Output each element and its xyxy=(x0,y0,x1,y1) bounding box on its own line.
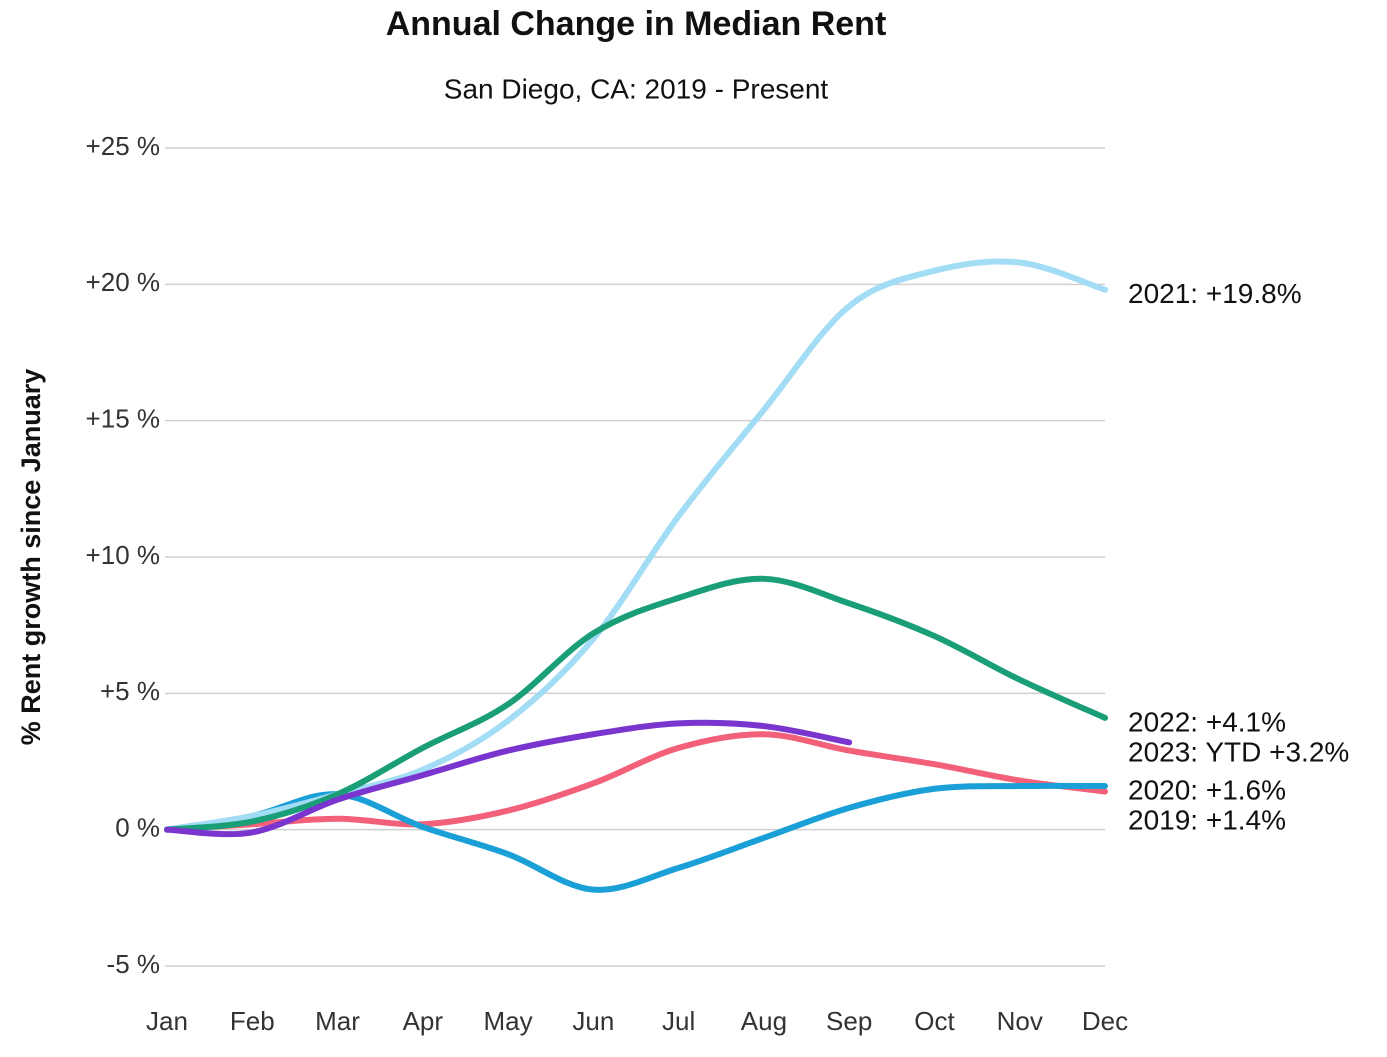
y-tick-label: +20 % xyxy=(86,267,160,297)
series-line xyxy=(164,731,1108,833)
x-tick-label: Jan xyxy=(146,1006,188,1036)
y-tick-label: +5 % xyxy=(100,676,160,706)
chart-title: Annual Change in Median Rent xyxy=(386,5,887,43)
x-tick-label: Sep xyxy=(826,1006,872,1036)
chart-subtitle: San Diego, CA: 2019 - Present xyxy=(444,73,829,104)
x-tick-label: Dec xyxy=(1082,1006,1128,1036)
y-tick-label: 0 % xyxy=(115,813,160,843)
y-axis-label: % Rent growth since January xyxy=(16,369,46,746)
series-line xyxy=(164,719,853,838)
y-tick-label: +15 % xyxy=(86,404,160,434)
series-line xyxy=(164,258,1108,833)
series-label: 2019: +1.4% xyxy=(1128,804,1286,835)
series-line xyxy=(164,575,1108,833)
y-tick-label: -5 % xyxy=(107,949,160,979)
series-label: 2023: YTD +3.2% xyxy=(1128,736,1349,767)
x-tick-label: Nov xyxy=(997,1006,1043,1036)
x-tick-label: Aug xyxy=(741,1006,787,1036)
series-label: 2021: +19.8% xyxy=(1128,278,1302,309)
series-label: 2020: +1.6% xyxy=(1128,774,1286,805)
x-tick-label: Jul xyxy=(662,1006,695,1036)
x-tick-label: Apr xyxy=(403,1006,444,1036)
series-label: 2022: +4.1% xyxy=(1128,706,1286,737)
y-tick-label: +10 % xyxy=(86,540,160,570)
x-tick-label: Mar xyxy=(315,1006,360,1036)
x-tick-label: Oct xyxy=(914,1006,955,1036)
x-tick-label: Jun xyxy=(572,1006,614,1036)
y-tick-label: +25 % xyxy=(86,131,160,161)
x-tick-label: May xyxy=(484,1006,533,1036)
x-tick-label: Feb xyxy=(230,1006,275,1036)
